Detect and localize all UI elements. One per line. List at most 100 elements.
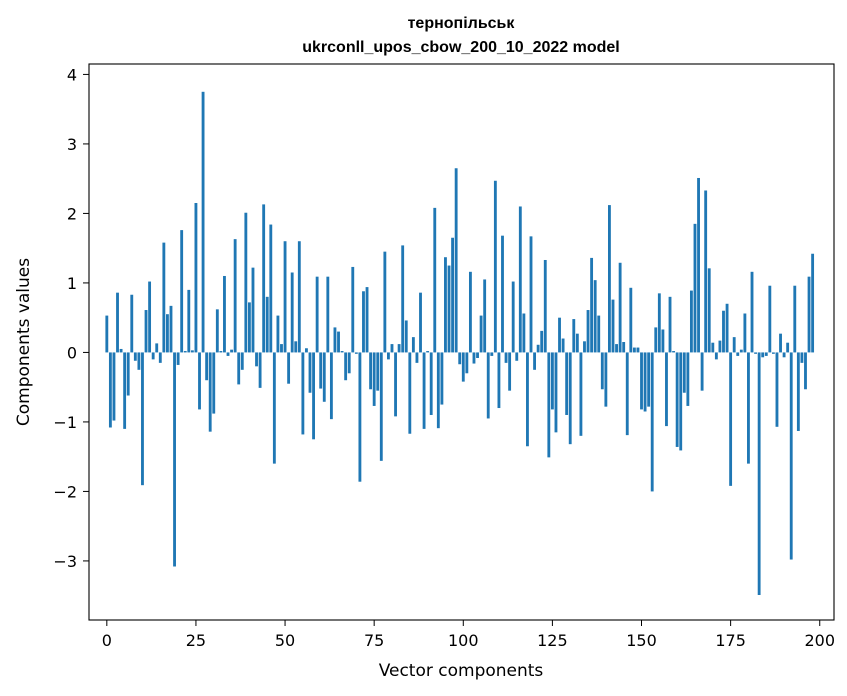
x-tick-label: 100	[448, 631, 479, 650]
bar	[133, 352, 137, 361]
bar	[511, 281, 515, 353]
bar	[789, 352, 793, 560]
bar	[362, 291, 365, 353]
bar	[426, 351, 430, 353]
x-tick-label: 25	[186, 631, 206, 650]
bar	[337, 331, 340, 353]
bar	[618, 262, 622, 353]
bar	[775, 352, 779, 427]
bar	[433, 207, 437, 353]
bar	[764, 352, 768, 356]
bar	[340, 351, 344, 353]
bar	[643, 352, 647, 412]
bar	[515, 352, 519, 361]
bar	[722, 310, 725, 353]
bar	[707, 268, 711, 353]
bar	[786, 342, 790, 353]
bar	[387, 352, 390, 360]
bar	[251, 267, 255, 353]
y-tick-label: 0	[67, 343, 77, 362]
bar	[711, 342, 715, 353]
bar	[440, 352, 444, 405]
bar	[600, 352, 604, 390]
bar	[144, 310, 148, 353]
bar	[305, 348, 308, 353]
y-tick-label: −1	[53, 413, 77, 432]
bar	[472, 352, 476, 364]
bar	[219, 351, 223, 353]
bar	[344, 352, 348, 381]
bar	[700, 352, 704, 391]
bar	[411, 337, 415, 353]
bar	[743, 313, 747, 353]
bar	[347, 352, 351, 374]
x-tick-label: 150	[626, 631, 657, 650]
bar	[130, 294, 134, 353]
bar	[632, 347, 636, 353]
bar	[394, 352, 397, 417]
bar	[233, 239, 237, 353]
bar	[419, 292, 422, 353]
bar	[579, 352, 583, 436]
bar	[212, 352, 216, 414]
bar	[294, 341, 298, 353]
bar	[365, 287, 369, 353]
bar	[461, 352, 465, 382]
bar	[782, 352, 786, 358]
bar	[554, 352, 558, 433]
bar	[280, 344, 283, 353]
bar	[190, 350, 194, 353]
bar	[465, 352, 469, 374]
chart-title-line-1: тернопільськ	[408, 15, 516, 32]
bar	[468, 271, 472, 353]
bar	[447, 265, 451, 353]
bar	[747, 352, 750, 464]
bar	[508, 352, 512, 391]
bar	[276, 315, 280, 353]
y-tick-label: 4	[67, 65, 77, 84]
bar	[205, 352, 209, 381]
x-tick-label: 175	[715, 631, 746, 650]
bar	[269, 224, 273, 353]
x-tick-label: 50	[275, 631, 295, 650]
bar	[622, 342, 626, 353]
bar	[297, 241, 301, 353]
bar	[372, 352, 376, 406]
bar	[287, 352, 291, 384]
bar	[497, 352, 501, 409]
bar	[590, 257, 594, 353]
bar	[550, 352, 554, 410]
bar	[476, 352, 479, 358]
bar	[665, 352, 668, 427]
x-tick-label: 75	[364, 631, 384, 650]
bar	[322, 352, 326, 402]
bar	[697, 177, 700, 353]
bar	[811, 253, 815, 353]
bar	[561, 338, 565, 353]
bar	[483, 279, 487, 353]
bar	[807, 276, 811, 353]
bar	[640, 352, 643, 410]
bar	[379, 352, 383, 461]
bar	[169, 305, 173, 353]
bar	[422, 352, 426, 429]
bar	[536, 344, 540, 353]
y-tick-label: −3	[53, 552, 77, 571]
bar	[757, 352, 761, 595]
bar	[661, 329, 665, 353]
bar	[575, 333, 579, 353]
x-tick-label: 0	[102, 631, 112, 650]
bar	[493, 180, 497, 353]
bar	[501, 235, 504, 353]
bar	[625, 352, 629, 436]
bar	[326, 276, 330, 353]
bar	[490, 352, 494, 356]
bar	[615, 344, 618, 353]
bar	[166, 314, 169, 353]
bar	[604, 352, 608, 407]
bar	[390, 344, 394, 353]
bar	[732, 337, 736, 353]
bar	[682, 352, 686, 393]
bar	[568, 352, 572, 445]
